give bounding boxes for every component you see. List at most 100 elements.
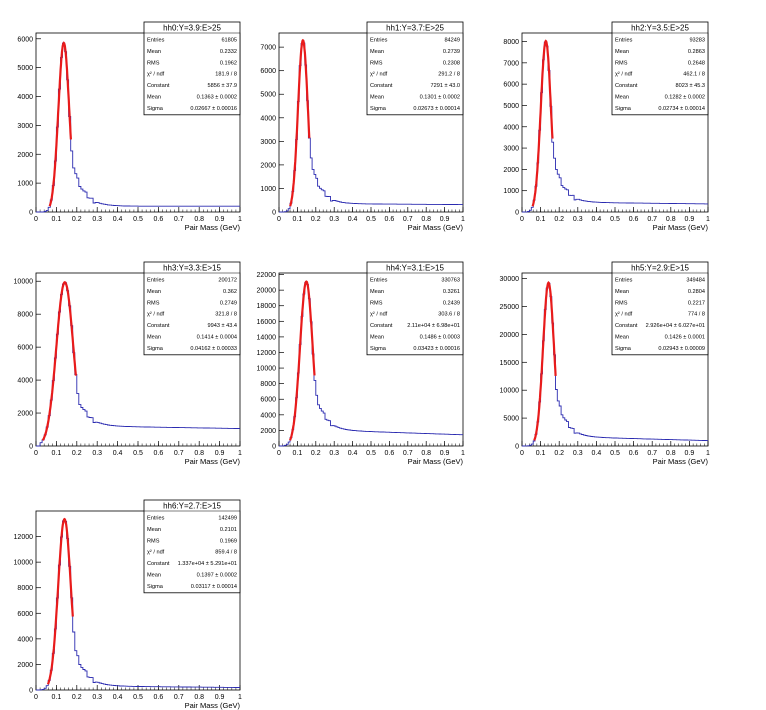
- stats-value: 5856 ± 37.9: [207, 83, 237, 89]
- stats-value: 0.1414 ± 0.0004: [197, 335, 237, 341]
- stats-box: [366, 21, 464, 116]
- x-tick-label: 0.6: [154, 216, 164, 223]
- stats-title: hh5:Y=2.9:E>15: [631, 264, 689, 273]
- stats-value: 0.02667 ± 0.00016: [190, 106, 237, 112]
- x-tick-label: 0.3: [329, 216, 339, 223]
- x-tick-label: 0.3: [573, 216, 583, 223]
- stats-value: 321.8 / 8: [215, 312, 237, 318]
- y-tick-label: 6000: [17, 611, 33, 618]
- stats-value: 61805: [221, 38, 237, 44]
- y-tick-label: 5000: [503, 416, 519, 423]
- y-tick-label: 4000: [17, 636, 33, 643]
- x-tick-label: 0.8: [666, 216, 676, 223]
- x-tick-label: 0.9: [685, 450, 695, 457]
- x-tick-label: 0.1: [293, 450, 303, 457]
- stats-value: 0.03117 ± 0.00014: [191, 584, 237, 590]
- gaussian-fit-curve: [533, 281, 557, 441]
- stats-label: Mean: [147, 527, 161, 533]
- stats-value: 291.2 / 8: [438, 72, 460, 78]
- stats-value: 2.11e+04 ± 6.98e+01: [407, 323, 460, 329]
- x-tick-label: 0.1: [52, 450, 62, 457]
- chart-panel-hh3: 0 2000 4000 6000 8000 10000 0 0.1 0.2 0.3 0.4 0.5 0.…: [14, 261, 242, 466]
- stats-value: 0.2863: [688, 49, 705, 55]
- stats-label: χ² / ndf: [615, 312, 633, 318]
- stats-value: 0.03423 ± 0.00016: [413, 346, 460, 352]
- y-tick-label: 15000: [500, 360, 520, 367]
- stats-label: χ² / ndf: [370, 72, 388, 78]
- y-tick-label: 5000: [260, 92, 276, 99]
- stats-value: 0.02673 ± 0.00014: [413, 106, 460, 112]
- x-tick-label: 0.2: [72, 216, 82, 223]
- x-tick-label: 0.1: [52, 216, 62, 223]
- stats-title: hh4:Y=3.1:E>15: [386, 264, 444, 273]
- chart-panel-hh2: 0 1000 2000 3000 4000 5000 6000 7000 8000 0 0.1 0.2…: [503, 21, 710, 232]
- y-tick-label: 6000: [260, 68, 276, 75]
- y-tick-label: 1000: [260, 186, 276, 193]
- x-tick-label: 0: [34, 216, 38, 223]
- stats-value: 0.2439: [443, 300, 460, 306]
- x-tick-label: 0.5: [133, 694, 143, 701]
- stats-label: χ² / ndf: [147, 550, 165, 556]
- stats-value: 0.2332: [220, 49, 237, 55]
- y-tick-label: 10000: [257, 366, 277, 373]
- x-tick-label: 0.2: [311, 216, 321, 223]
- gaussian-fit-curve: [46, 517, 74, 685]
- x-tick-label: 0.5: [366, 450, 376, 457]
- y-tick-label: 6000: [503, 82, 519, 89]
- stats-value: 0.2217: [688, 300, 705, 306]
- stats-label: Sigma: [147, 346, 164, 352]
- x-tick-label: 1: [706, 450, 710, 457]
- y-tick-label: 2000: [17, 662, 33, 669]
- y-tick-label: 0: [29, 210, 33, 217]
- stats-label: Mean: [615, 289, 629, 295]
- stats-title: hh0:Y=3.9:E>25: [163, 24, 221, 33]
- y-tick-label: 7000: [503, 60, 519, 67]
- x-tick-label: 0.8: [194, 694, 204, 701]
- stats-label: Constant: [615, 83, 638, 89]
- y-tick-label: 6000: [17, 36, 33, 43]
- y-tick-label: 16000: [257, 319, 277, 326]
- stats-value: 181.9 / 8: [215, 72, 237, 78]
- stats-label: Constant: [370, 83, 393, 89]
- stats-label: Mean: [370, 49, 384, 55]
- x-tick-label: 0.1: [52, 694, 62, 701]
- stats-label: Entries: [147, 278, 165, 284]
- stats-value: 7291 ± 43.0: [430, 83, 460, 89]
- x-tick-label: 0.9: [440, 216, 450, 223]
- x-tick-label: 0.2: [311, 450, 321, 457]
- x-tick-label: 1: [706, 216, 710, 223]
- y-tick-label: 2000: [260, 162, 276, 169]
- x-tick-label: 0.9: [440, 450, 450, 457]
- x-tick-label: 0.5: [133, 216, 143, 223]
- x-tick-label: 0.1: [536, 450, 546, 457]
- chart-panel-hh5: 0 5000 10000 15000 20000 25000 30000 0 0.1 0.2 0.3…: [500, 261, 710, 466]
- gaussian-fit-curve: [288, 280, 316, 441]
- x-tick-label: 0.5: [133, 450, 143, 457]
- stats-label: Constant: [615, 323, 638, 329]
- stats-label: RMS: [147, 538, 160, 544]
- y-tick-label: 20000: [500, 332, 520, 339]
- stats-title: hh3:Y=3.3:E>15: [163, 264, 221, 273]
- gaussian-fit-curve: [289, 38, 311, 207]
- y-tick-label: 14000: [257, 334, 277, 341]
- x-tick-label: 0.8: [421, 216, 431, 223]
- stats-box: [143, 261, 241, 356]
- x-tick-label: 0.9: [215, 694, 225, 701]
- y-tick-label: 6000: [17, 345, 33, 352]
- y-tick-label: 12000: [257, 350, 277, 357]
- y-tick-label: 4000: [17, 94, 33, 101]
- stats-box: [143, 21, 241, 116]
- x-tick-label: 0.6: [154, 450, 164, 457]
- x-tick-label: 1: [238, 450, 242, 457]
- x-tick-label: 0.3: [92, 450, 102, 457]
- y-tick-label: 20000: [257, 288, 277, 295]
- y-tick-label: 2000: [17, 411, 33, 418]
- y-tick-label: 0: [515, 444, 519, 451]
- x-axis-label: Pair Mass (GeV): [653, 223, 709, 232]
- x-tick-label: 0.6: [154, 694, 164, 701]
- x-tick-label: 0.3: [573, 450, 583, 457]
- stats-label: Mean: [147, 335, 161, 341]
- x-axis-label: Pair Mass (GeV): [653, 457, 709, 466]
- x-tick-label: 0.4: [113, 216, 123, 223]
